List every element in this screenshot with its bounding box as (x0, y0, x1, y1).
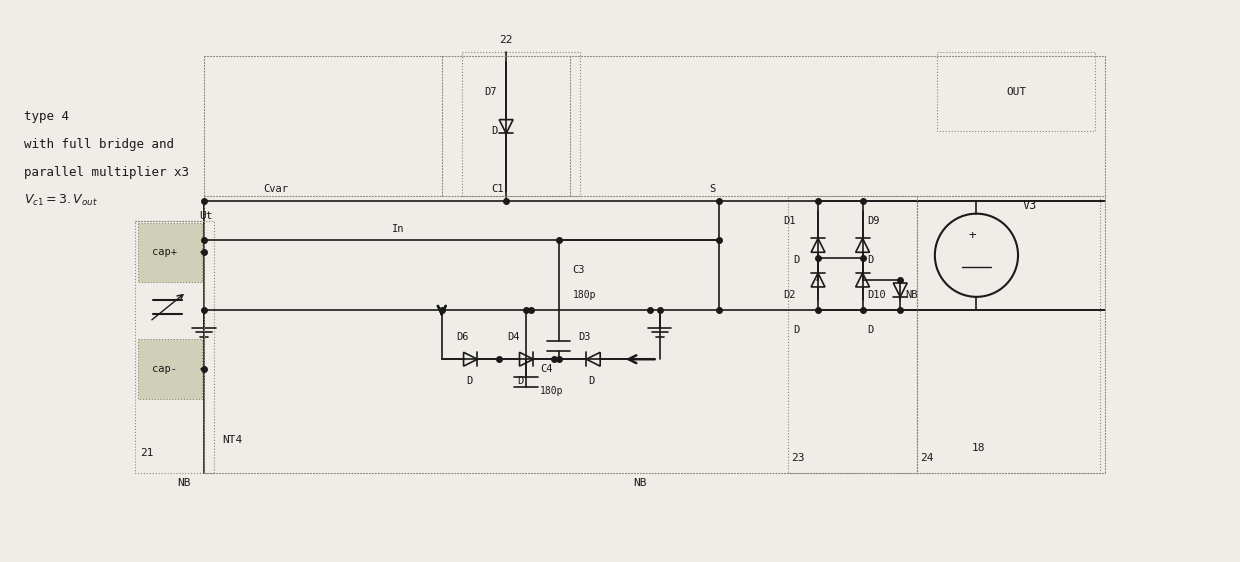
Text: D: D (794, 324, 800, 334)
Text: D: D (517, 376, 523, 386)
Text: D: D (794, 255, 800, 265)
Bar (937, 52, 1095, 132)
Text: D10: D10 (868, 290, 887, 300)
Text: 21: 21 (140, 448, 154, 458)
Text: cap+: cap+ (153, 247, 177, 257)
Text: +: + (968, 229, 976, 242)
Text: 180p: 180p (573, 290, 596, 300)
Text: D4: D4 (507, 333, 520, 342)
Text: C3: C3 (573, 265, 585, 275)
Bar (138, 223, 202, 282)
Text: D: D (466, 376, 472, 386)
Bar (135, 221, 215, 473)
Text: with full bridge and: with full bridge and (24, 138, 174, 151)
Text: D2: D2 (784, 290, 796, 300)
Text: In: In (392, 224, 404, 234)
Bar (138, 339, 202, 399)
Text: D1: D1 (784, 216, 796, 225)
Text: NB: NB (177, 478, 191, 488)
Bar (461, 52, 580, 196)
Text: S: S (709, 184, 715, 194)
Text: 22: 22 (500, 35, 513, 46)
Text: 23: 23 (791, 453, 805, 463)
Text: D: D (868, 324, 874, 334)
Text: D: D (491, 126, 497, 137)
Text: V3: V3 (1023, 200, 1037, 212)
Text: NB: NB (634, 478, 646, 488)
Text: D9: D9 (868, 216, 880, 225)
Bar (789, 196, 918, 473)
Text: type 4: type 4 (24, 110, 69, 123)
Text: cap-: cap- (153, 364, 177, 374)
Text: Cvar: Cvar (264, 184, 289, 194)
Text: D7: D7 (485, 87, 497, 97)
Text: OUT: OUT (1006, 87, 1027, 97)
Text: 24: 24 (920, 453, 934, 463)
Text: D: D (588, 376, 594, 386)
Text: NB: NB (905, 290, 918, 300)
Text: C1: C1 (491, 184, 503, 194)
Bar (918, 196, 1100, 473)
Text: D6: D6 (456, 333, 469, 342)
Text: NT4: NT4 (222, 436, 242, 446)
Text: D: D (868, 255, 874, 265)
Text: 18: 18 (971, 443, 985, 454)
Text: C4: C4 (539, 364, 552, 374)
Text: $V_{c1}=3.V_{out}$: $V_{c1}=3.V_{out}$ (24, 193, 98, 209)
Text: 180p: 180p (539, 386, 563, 396)
Text: parallel multiplier x3: parallel multiplier x3 (24, 166, 188, 179)
Text: D3: D3 (578, 333, 591, 342)
Text: Ut: Ut (200, 211, 213, 221)
